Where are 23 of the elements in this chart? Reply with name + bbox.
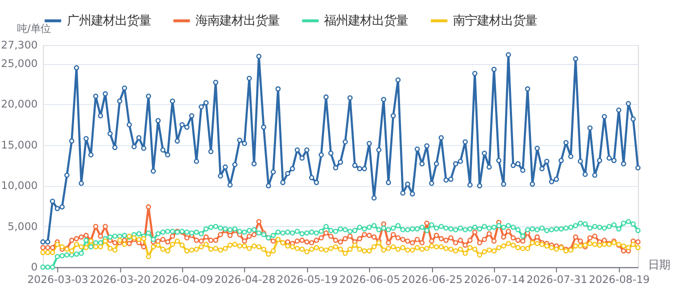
x-tick-label: 2026-06-25 xyxy=(402,274,463,286)
x-tick-label: 2026-06-05 xyxy=(339,274,400,286)
x-tick-label: 2026-03-03 xyxy=(27,274,88,286)
x-axis-title: 日期 xyxy=(648,258,670,272)
x-tick-label: 2026-03-20 xyxy=(90,274,151,286)
y-tick-label: 25,000 xyxy=(1,58,38,70)
y-tick-label: 15,000 xyxy=(1,139,38,152)
legend-label: 海南建材出货量 xyxy=(195,12,280,28)
y-tick-label: 20,000 xyxy=(1,98,38,111)
legend-label: 广州建材出货量 xyxy=(66,12,151,28)
x-tick-label: 2026-04-09 xyxy=(152,274,213,286)
legend-label: 福州建材出货量 xyxy=(324,12,408,28)
x-tick-label: 2026-07-31 xyxy=(526,274,588,286)
legend-label: 南宁建材出货量 xyxy=(452,12,537,28)
y-tick-label: 5,000 xyxy=(8,220,38,233)
x-tick-label: 2026-04-28 xyxy=(214,274,276,286)
y-tick-label: 0 xyxy=(30,261,38,274)
y-axis-title: 吨/单位 xyxy=(17,23,51,36)
x-tick-label: 2026-08-19 xyxy=(588,274,650,286)
x-tick-label: 2026-07-14 xyxy=(464,274,526,286)
x-tick-label: 2026-05-19 xyxy=(276,274,338,286)
y-tick-label: 27,300 xyxy=(1,39,38,52)
y-tick-label: 10,000 xyxy=(1,180,38,192)
